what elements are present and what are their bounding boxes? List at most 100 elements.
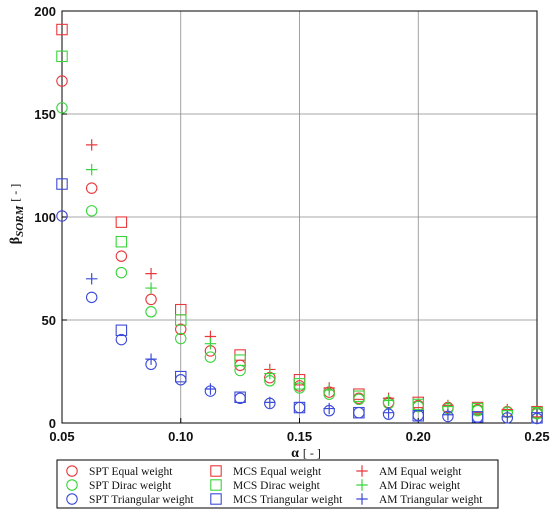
data-point-plus xyxy=(442,409,454,421)
data-point-circle xyxy=(56,210,68,222)
data-point-plus xyxy=(85,163,98,176)
legend-marker-square xyxy=(210,479,222,491)
legend-item: AM Triangular weight xyxy=(356,493,483,506)
data-point-plus xyxy=(323,402,335,415)
y-tick-label: 100 xyxy=(34,210,56,225)
legend-item: AM Equal weight xyxy=(356,465,462,478)
grid-lines xyxy=(62,11,537,423)
data-point-square xyxy=(115,216,128,228)
legend-label: MCS Triangular weight xyxy=(233,494,343,506)
data-point-plus xyxy=(204,383,217,395)
legend-marker-circle xyxy=(66,493,78,505)
x-tick-label: 0.15 xyxy=(287,429,312,444)
data-point-plus xyxy=(323,384,335,396)
x-axis-ticks: 0.05 0.10 0.15 0.20 0.25 xyxy=(49,418,550,444)
data-point-plus xyxy=(145,353,157,365)
data-point-square xyxy=(293,401,306,414)
data-point-square xyxy=(234,354,246,366)
y-axis-unit: [ - ] xyxy=(8,184,22,202)
data-point-square xyxy=(175,314,187,326)
x-tick-label: 0.20 xyxy=(406,429,431,444)
legend-label: SPT Equal weight xyxy=(89,466,173,478)
data-point-circle xyxy=(85,205,98,217)
x-tick-label: 0.05 xyxy=(49,429,74,444)
legend-item: SPT Equal weight xyxy=(66,465,173,478)
data-point-plus xyxy=(382,407,395,419)
legend-item: MCS Triangular weight xyxy=(210,493,343,506)
series-8 xyxy=(85,273,514,423)
legend-label: SPT Triangular weight xyxy=(89,494,194,506)
data-point-square xyxy=(412,398,424,411)
legend-label: SPT Dirac weight xyxy=(89,480,172,492)
data-point-plus xyxy=(264,367,276,380)
y-axis-label: βSORM [ - ] xyxy=(8,184,26,245)
data-point-circle xyxy=(145,293,157,306)
legend-label: MCS Dirac weight xyxy=(233,480,321,492)
data-point-plus xyxy=(204,337,217,350)
data-point-square xyxy=(412,410,424,422)
legend-item: MCS Dirac weight xyxy=(210,479,321,492)
legend-item: SPT Dirac weight xyxy=(66,479,172,492)
data-point-square xyxy=(353,390,365,402)
data-point-square xyxy=(293,378,306,390)
legend-item: AM Dirac weight xyxy=(356,479,461,492)
data-point-plus xyxy=(264,396,276,409)
data-point-circle xyxy=(56,75,68,87)
x-tick-label: 0.25 xyxy=(524,429,549,444)
data-point-circle xyxy=(145,306,157,318)
data-point-square xyxy=(56,178,68,190)
legend: SPT Equal weight SPT Dirac weight SPT Tria… xyxy=(66,465,483,506)
legend-marker-square xyxy=(210,465,222,477)
y-tick-label: 0 xyxy=(49,416,56,431)
legend-marker-circle xyxy=(66,465,78,477)
data-point-square xyxy=(471,402,484,415)
data-point-circle xyxy=(85,291,98,304)
y-tick-label: 200 xyxy=(34,4,56,19)
y-axis-subscript: SORM xyxy=(14,205,26,237)
series-5 xyxy=(56,178,543,424)
legend-label: AM Equal weight xyxy=(379,466,462,478)
legend-marker-plus xyxy=(356,479,368,491)
data-point-circle xyxy=(175,332,187,345)
data-point-circle xyxy=(56,102,68,114)
data-point-plus xyxy=(501,411,514,423)
data-point-circle xyxy=(175,323,187,336)
data-point-square xyxy=(531,412,543,424)
legend-label: AM Triangular weight xyxy=(379,494,483,506)
y-tick-label: 150 xyxy=(34,107,56,122)
legend-item: SPT Triangular weight xyxy=(66,493,194,506)
data-point-circle xyxy=(204,351,217,363)
y-tick-label: 50 xyxy=(42,313,56,328)
legend-label: MCS Equal weight xyxy=(233,466,322,478)
data-point-square xyxy=(175,370,187,383)
legend-marker-circle xyxy=(66,479,78,491)
x-axis-unit: [ - ] xyxy=(303,446,321,460)
legend-item: MCS Equal weight xyxy=(210,465,322,478)
data-point-plus xyxy=(145,267,157,280)
data-point-square xyxy=(353,406,365,419)
x-axis-label: α [ - ] xyxy=(291,446,321,461)
legend-marker-plus xyxy=(356,493,368,505)
legend-marker-square xyxy=(210,493,222,505)
data-point-plus xyxy=(382,394,395,407)
data-point-circle xyxy=(115,333,128,346)
data-point-square xyxy=(471,411,484,423)
data-point-square xyxy=(234,391,246,403)
legend-box xyxy=(56,459,499,509)
data-point-circle xyxy=(115,250,128,262)
x-tick-label: 0.10 xyxy=(168,429,193,444)
x-axis-symbol: α xyxy=(291,446,299,461)
data-point-square xyxy=(56,50,68,63)
data-points xyxy=(56,23,543,425)
data-point-plus xyxy=(145,282,157,294)
data-point-plus xyxy=(85,139,98,151)
data-point-plus xyxy=(85,273,98,285)
data-point-square xyxy=(56,23,68,36)
data-point-square xyxy=(115,324,128,337)
legend-marker-plus xyxy=(356,465,368,477)
y-axis-symbol: β xyxy=(8,237,23,244)
data-point-square xyxy=(115,235,128,248)
data-point-circle xyxy=(115,266,128,279)
